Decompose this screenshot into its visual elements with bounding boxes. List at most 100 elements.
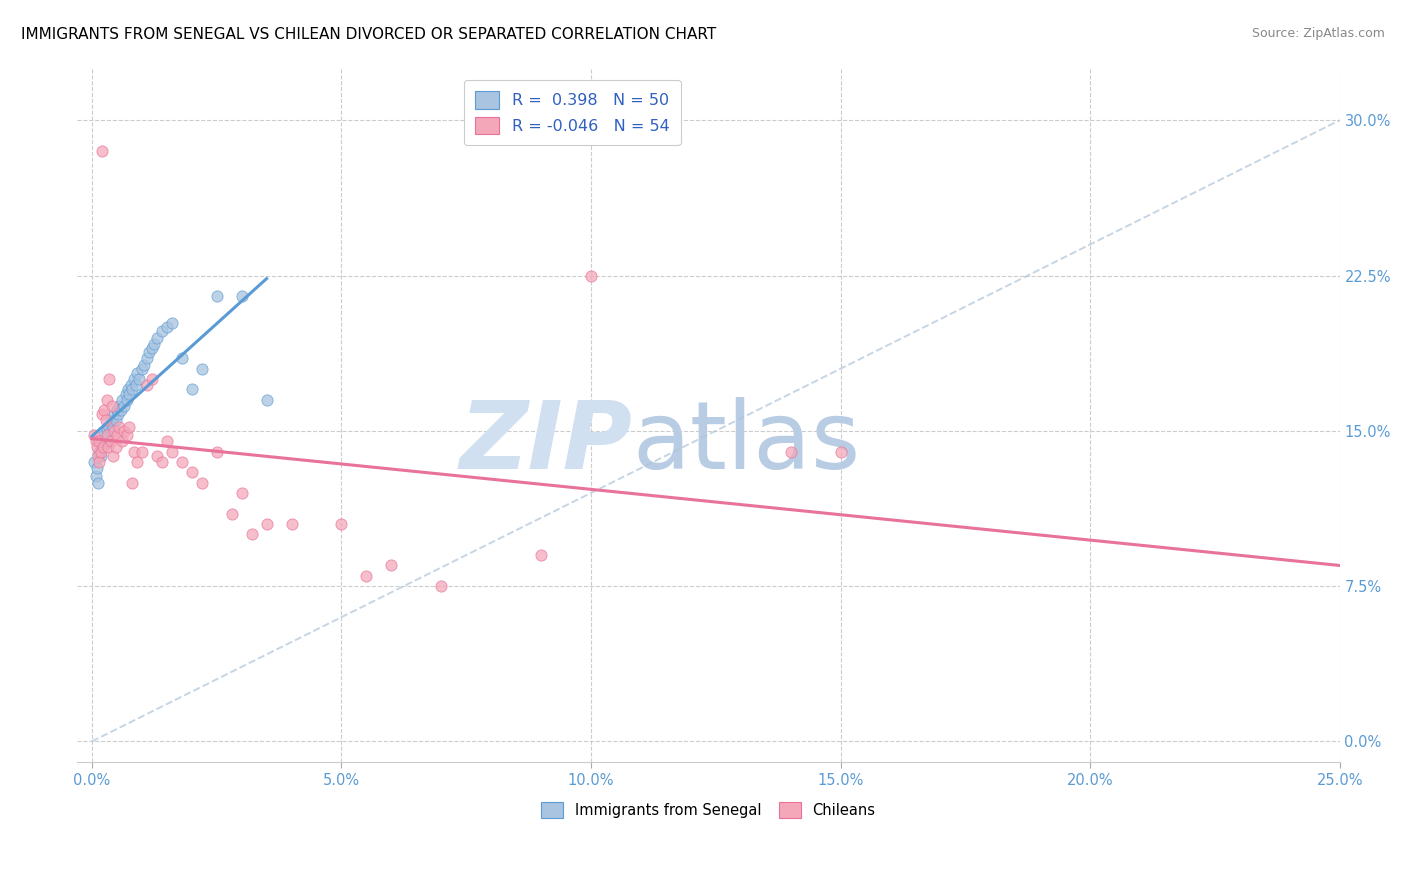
Point (280, 516, 302, 531)
Point (240, 527, 263, 541)
Point (94, 413, 117, 427)
Point (108, 399, 131, 413)
Point (90, 434, 112, 449)
Point (146, 449, 169, 463)
Point (146, 331, 169, 345)
Point (256, 392, 278, 407)
Point (101, 419, 124, 434)
Point (170, 351, 193, 366)
Point (124, 372, 146, 386)
Point (380, 558, 402, 573)
Point (141, 341, 163, 355)
Point (108, 419, 131, 434)
Point (105, 403, 128, 417)
Point (101, 449, 124, 463)
Point (128, 372, 150, 386)
Point (160, 316, 183, 330)
Point (103, 407, 125, 421)
Point (115, 428, 138, 442)
Point (90, 407, 112, 421)
Point (120, 378, 142, 392)
Point (89, 455, 111, 469)
Text: IMMIGRANTS FROM SENEGAL VS CHILEAN DIVORCED OR SEPARATED CORRELATION CHART: IMMIGRANTS FROM SENEGAL VS CHILEAN DIVOR… (21, 27, 716, 42)
Point (98, 372, 121, 386)
Point (330, 516, 353, 531)
Point (156, 320, 179, 334)
Point (89, 434, 111, 449)
Point (84, 434, 107, 449)
Point (93, 403, 115, 417)
Point (125, 366, 148, 380)
Point (118, 419, 141, 434)
Point (150, 325, 173, 339)
Point (87, 475, 110, 490)
Point (156, 434, 179, 449)
Point (134, 358, 156, 372)
Point (124, 444, 146, 458)
Point (84, 469, 107, 483)
Point (111, 392, 134, 407)
Point (83, 428, 105, 442)
Point (430, 579, 453, 593)
Point (231, 486, 253, 500)
Point (107, 407, 129, 421)
Point (86, 461, 108, 475)
Point (111, 434, 134, 449)
Point (135, 351, 157, 366)
Point (100, 434, 122, 449)
Point (141, 372, 163, 386)
Text: Source: ZipAtlas.com: Source: ZipAtlas.com (1251, 27, 1385, 40)
Point (180, 383, 202, 397)
Point (190, 475, 212, 490)
Point (83, 455, 105, 469)
Point (131, 361, 153, 376)
Point (96, 392, 118, 407)
Point (150, 455, 173, 469)
Text: atlas: atlas (633, 397, 860, 489)
Point (89, 444, 111, 458)
Point (579, 268, 602, 283)
Point (138, 345, 160, 359)
Point (91, 441, 114, 455)
Point (180, 465, 202, 479)
Point (205, 444, 228, 458)
Point (830, 444, 852, 458)
Point (125, 455, 148, 469)
Point (105, 428, 128, 442)
Point (121, 475, 143, 490)
Point (231, 289, 253, 303)
Point (101, 399, 124, 413)
Point (96, 424, 118, 438)
Point (170, 455, 193, 469)
Point (125, 378, 148, 392)
Point (143, 337, 166, 351)
Point (98, 419, 121, 434)
Text: ZIP: ZIP (460, 397, 633, 489)
Point (90, 444, 112, 458)
Point (100, 424, 122, 438)
Point (779, 444, 801, 458)
Point (121, 383, 143, 397)
Point (221, 507, 243, 521)
Point (87, 449, 110, 463)
Point (94, 434, 117, 449)
Point (86, 441, 108, 455)
Legend: Immigrants from Senegal, Chileans: Immigrants from Senegal, Chileans (536, 797, 882, 824)
Point (135, 378, 157, 392)
Point (356, 568, 378, 582)
Point (112, 424, 135, 438)
Point (110, 403, 132, 417)
Point (97, 441, 120, 455)
Point (91, 441, 114, 455)
Point (101, 413, 124, 427)
Point (96, 428, 118, 442)
Point (256, 516, 278, 531)
Point (104, 441, 127, 455)
Point (131, 444, 153, 458)
Point (115, 386, 138, 401)
Point (190, 361, 212, 376)
Point (97, 428, 120, 442)
Point (160, 444, 183, 458)
Point (115, 392, 138, 407)
Point (205, 289, 228, 303)
